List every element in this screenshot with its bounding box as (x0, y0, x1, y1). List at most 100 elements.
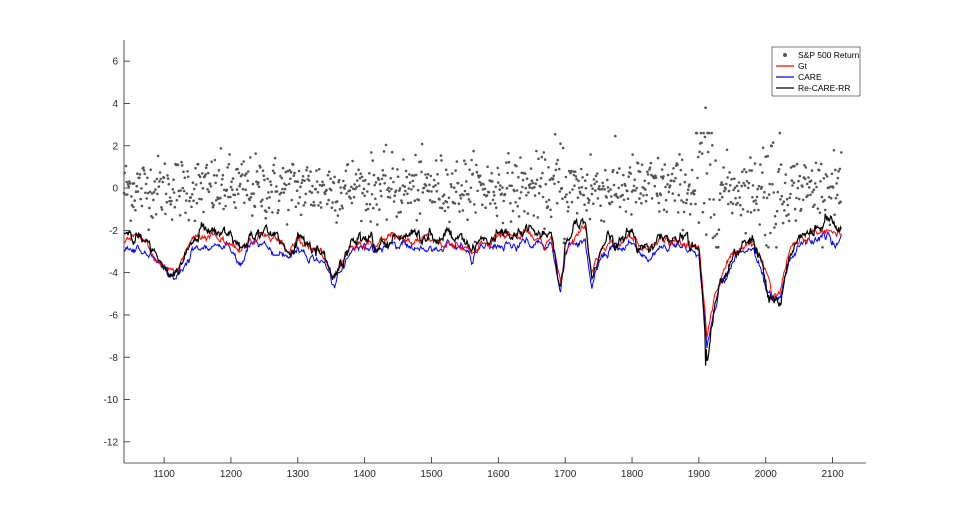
y-tick-label: -8 (109, 353, 118, 364)
return-point (132, 205, 135, 209)
return-point (298, 196, 302, 199)
return-point (793, 164, 796, 168)
return-point (686, 192, 689, 195)
return-point (361, 191, 364, 195)
return-point (316, 190, 320, 194)
return-point (571, 170, 575, 173)
return-point (592, 202, 595, 205)
return-point (702, 201, 706, 205)
return-point (709, 216, 713, 219)
return-point (735, 184, 739, 188)
return-point (297, 202, 300, 205)
return-point (519, 191, 523, 194)
return-point (667, 190, 671, 194)
return-point (557, 167, 561, 171)
return-point (463, 159, 466, 162)
return-point (484, 206, 487, 209)
return-point (797, 179, 800, 183)
return-point (253, 205, 257, 208)
return-point (154, 213, 158, 216)
return-point (343, 187, 346, 190)
return-point (333, 175, 336, 179)
return-point (384, 143, 388, 147)
return-point (230, 180, 233, 183)
return-point (781, 202, 784, 206)
return-point (563, 237, 566, 241)
return-point (798, 174, 802, 178)
return-point (280, 176, 284, 180)
return-point (160, 206, 163, 209)
return-point (656, 194, 659, 197)
return-point (336, 214, 340, 217)
return-point (463, 189, 467, 193)
return-point (658, 210, 661, 213)
return-point (418, 212, 422, 215)
return-point (312, 200, 316, 204)
return-point (815, 185, 818, 189)
return-point (819, 180, 822, 183)
return-point (666, 183, 669, 186)
return-point (707, 131, 711, 135)
return-point (630, 213, 633, 216)
return-point (700, 152, 704, 155)
return-point (705, 172, 709, 175)
return-point (436, 182, 440, 185)
return-point (537, 192, 541, 195)
return-point (720, 181, 723, 184)
return-point (348, 189, 352, 192)
return-point (289, 177, 292, 181)
return-point (238, 184, 241, 188)
return-point (749, 156, 752, 159)
return-point (315, 169, 318, 172)
return-point (505, 186, 509, 190)
return-point (681, 228, 685, 232)
return-point (553, 182, 556, 186)
return-point (160, 208, 164, 211)
return-point (416, 188, 420, 192)
return-point (562, 241, 566, 244)
return-point (545, 200, 548, 204)
return-point (561, 197, 564, 200)
return-point (725, 182, 728, 186)
return-point (271, 169, 275, 173)
return-point (718, 198, 721, 202)
return-point (208, 182, 212, 185)
return-point (506, 171, 510, 175)
return-point (242, 160, 245, 163)
series-lines (123, 213, 842, 366)
return-point (198, 197, 201, 201)
return-point (282, 191, 286, 194)
return-point (777, 167, 781, 171)
return-point (649, 161, 653, 165)
return-point (461, 209, 465, 212)
return-point (132, 182, 136, 185)
return-point (289, 170, 293, 174)
return-point (680, 199, 683, 202)
return-point (161, 180, 165, 184)
return-point (164, 192, 168, 196)
return-point (273, 156, 277, 160)
return-point (386, 195, 390, 199)
return-point (438, 206, 442, 210)
return-point (588, 217, 592, 221)
return-point (166, 174, 169, 177)
return-point (714, 159, 717, 162)
return-point (498, 188, 502, 191)
return-point (229, 195, 232, 199)
return-point (813, 182, 817, 185)
return-point (728, 171, 731, 174)
return-point (148, 206, 151, 210)
return-point (733, 177, 736, 180)
return-point (337, 178, 341, 182)
returns-scatter (122, 106, 843, 249)
return-point (434, 184, 437, 187)
return-point (776, 190, 780, 194)
return-point (472, 149, 475, 153)
return-point (412, 185, 415, 188)
return-point (551, 177, 555, 180)
return-point (828, 223, 832, 227)
return-point (737, 189, 740, 193)
return-point (266, 177, 270, 181)
return-point (474, 211, 477, 214)
